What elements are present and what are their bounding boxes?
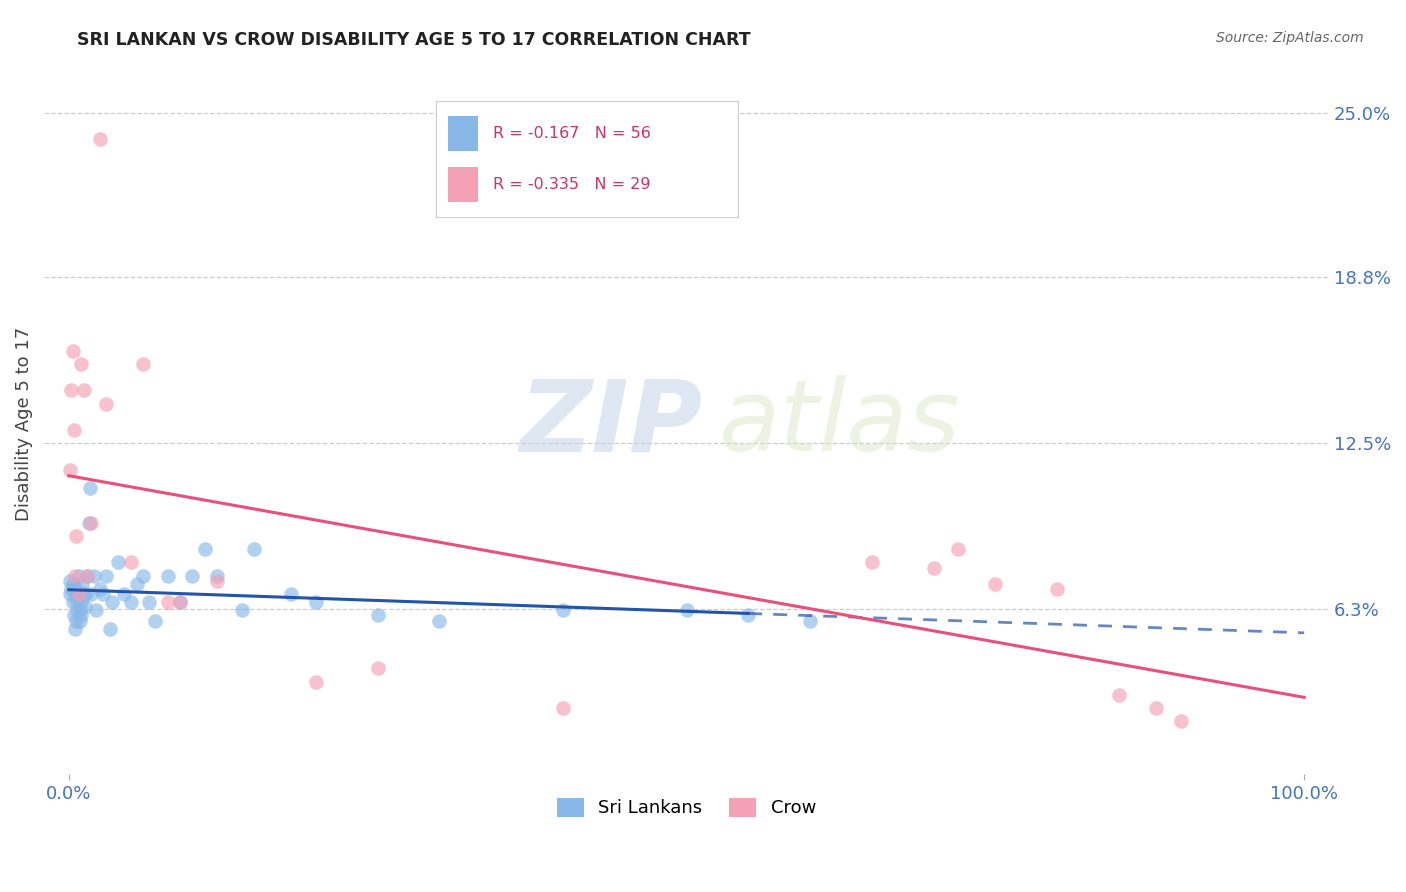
Point	[75, 587, 97, 601]
Point	[799, 614, 821, 628]
Point	[112, 587, 135, 601]
Point	[922, 560, 945, 574]
Point	[94, 397, 117, 411]
Point	[156, 568, 179, 582]
Point	[76, 568, 98, 582]
Point	[72, 576, 94, 591]
Point	[984, 576, 1007, 591]
Point	[367, 608, 389, 623]
Point	[1108, 688, 1130, 702]
Point	[62, 576, 84, 591]
Text: ZIP: ZIP	[519, 375, 703, 472]
Point	[948, 542, 970, 557]
Point	[737, 608, 759, 623]
Point	[66, 595, 89, 609]
Point	[120, 556, 142, 570]
Point	[76, 568, 98, 582]
Point	[169, 595, 191, 609]
Point	[305, 595, 328, 609]
Point	[231, 603, 253, 617]
Point	[1170, 714, 1192, 729]
Point	[243, 542, 266, 557]
Point	[120, 595, 142, 609]
Point	[143, 614, 166, 628]
Point	[73, 600, 96, 615]
Point	[66, 603, 89, 617]
Point	[280, 587, 302, 601]
Point	[80, 587, 103, 601]
Point	[125, 576, 148, 591]
Point	[69, 603, 91, 617]
Point	[89, 132, 111, 146]
Point	[83, 568, 105, 582]
Point	[67, 587, 90, 601]
Point	[101, 595, 124, 609]
Point	[84, 603, 107, 617]
Point	[72, 384, 94, 398]
Point	[59, 574, 82, 588]
Text: SRI LANKAN VS CROW DISABILITY AGE 5 TO 17 CORRELATION CHART: SRI LANKAN VS CROW DISABILITY AGE 5 TO 1…	[77, 31, 751, 49]
Point	[62, 582, 84, 596]
Point	[80, 516, 103, 530]
Point	[429, 614, 451, 628]
Point	[367, 661, 389, 675]
Point	[98, 622, 121, 636]
Point	[65, 582, 87, 596]
Point	[77, 516, 100, 530]
Point	[93, 587, 115, 601]
Point	[67, 568, 90, 582]
Point	[69, 614, 91, 628]
Point	[63, 622, 86, 636]
Point	[194, 542, 217, 557]
Point	[138, 595, 160, 609]
Point	[62, 343, 84, 358]
Text: Source: ZipAtlas.com: Source: ZipAtlas.com	[1216, 31, 1364, 45]
Point	[89, 582, 111, 596]
Point	[65, 614, 87, 628]
Text: atlas: atlas	[718, 375, 960, 472]
Point	[551, 603, 574, 617]
Point	[63, 587, 86, 601]
Point	[70, 608, 93, 623]
Point	[1144, 701, 1167, 715]
Point	[67, 587, 90, 601]
Point	[305, 674, 328, 689]
Point	[169, 595, 191, 609]
Point	[675, 603, 697, 617]
Point	[107, 556, 129, 570]
Legend: Sri Lankans, Crow: Sri Lankans, Crow	[550, 791, 824, 825]
Point	[59, 463, 82, 477]
Point	[132, 357, 155, 371]
Y-axis label: Disability Age 5 to 17: Disability Age 5 to 17	[15, 326, 32, 521]
Point	[62, 608, 84, 623]
Point	[132, 568, 155, 582]
Point	[60, 384, 83, 398]
Point	[181, 568, 204, 582]
Point	[70, 357, 93, 371]
Point	[62, 595, 84, 609]
Point	[65, 529, 87, 543]
Point	[70, 595, 93, 609]
Point	[79, 482, 101, 496]
Point	[156, 595, 179, 609]
Point	[59, 587, 82, 601]
Point	[205, 568, 228, 582]
Point	[1046, 582, 1069, 596]
Point	[860, 556, 883, 570]
Point	[551, 701, 574, 715]
Point	[94, 568, 117, 582]
Point	[63, 568, 86, 582]
Point	[205, 574, 228, 588]
Point	[62, 423, 84, 437]
Point	[60, 582, 83, 596]
Point	[72, 587, 94, 601]
